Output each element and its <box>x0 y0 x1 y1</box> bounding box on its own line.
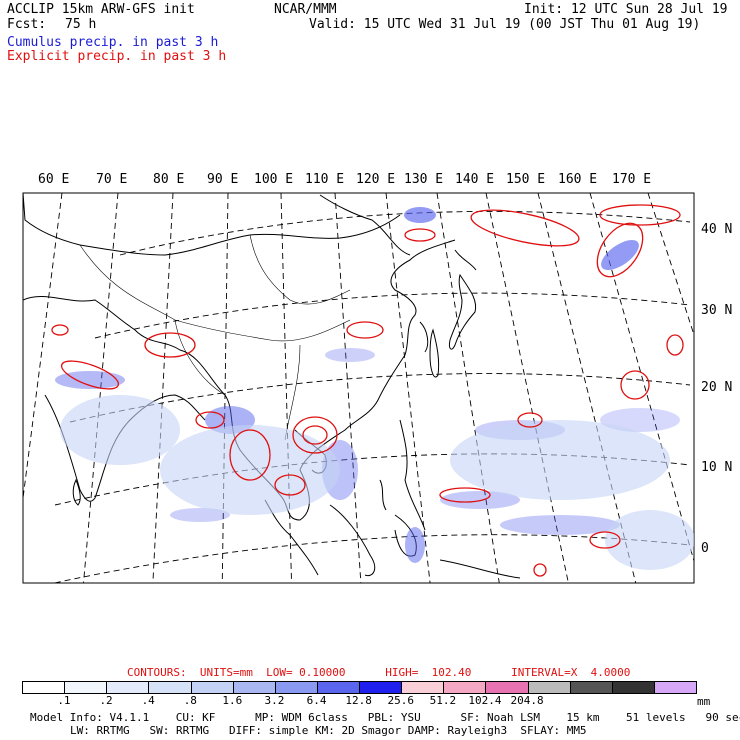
colorbar-swatch <box>274 681 318 694</box>
lon-label: 150 E <box>506 172 546 187</box>
colorbar-swatch <box>232 681 276 694</box>
colorbar-label: 25.6 <box>387 694 415 707</box>
colorbar-label: .2 <box>99 694 113 707</box>
colorbar-swatch <box>401 681 445 694</box>
colorbar-swatch <box>569 681 613 694</box>
contours-info: CONTOURS: UNITS=mm LOW= 0.10000 HIGH= 10… <box>127 666 631 679</box>
colorbar-label: .1 <box>57 694 71 707</box>
colorbar-swatch <box>443 681 487 694</box>
legend-cumulus: Cumulus precip. in past 3 h <box>7 35 219 50</box>
lon-label: 90 E <box>207 172 239 187</box>
map-frame <box>22 192 695 584</box>
lat-label: 0 <box>701 541 709 556</box>
lon-label: 160 E <box>558 172 598 187</box>
lon-label: 80 E <box>153 172 185 187</box>
colorbar-swatch <box>485 681 529 694</box>
colorbar-label: .4 <box>141 694 155 707</box>
country-borders <box>79 234 351 441</box>
colorbar-swatch <box>190 681 234 694</box>
coastlines <box>23 193 521 579</box>
colorbar-swatch <box>316 681 360 694</box>
colorbar-label: .8 <box>183 694 197 707</box>
model-info-line1: Model Info: V4.1.1 CU: KF MP: WDM 6class… <box>30 711 740 724</box>
init-time: Init: 12 UTC Sun 28 Jul 19 <box>524 2 728 17</box>
lon-label: 110 E <box>305 172 345 187</box>
lon-label: 170 E <box>612 172 652 187</box>
model-info-line2: LW: RRTMG SW: RRTMG DIFF: simple KM: 2D … <box>70 724 587 737</box>
light-precip <box>60 395 694 570</box>
colorbar-swatch <box>359 681 403 694</box>
lon-label: 70 E <box>96 172 128 187</box>
lat-label: 30 N <box>701 303 733 318</box>
valid-time: Valid: 15 UTC Wed 31 Jul 19 (00 JST Thu … <box>309 17 701 32</box>
lon-label: 120 E <box>356 172 396 187</box>
colorbar-label: 204.8 <box>510 694 544 707</box>
colorbar-label: 12.8 <box>345 694 372 707</box>
explicit-precip <box>51 204 684 577</box>
lat-label: 10 N <box>701 460 733 475</box>
colorbar-label: 6.4 <box>306 694 327 707</box>
lat-label: 20 N <box>701 380 733 395</box>
lon-label: 130 E <box>404 172 444 187</box>
colorbar-label: 1.6 <box>222 694 243 707</box>
colorbar-unit: mm <box>697 695 711 708</box>
colorbar-label: 51.2 <box>429 694 457 707</box>
colorbar-label: 3.2 <box>264 694 285 707</box>
lon-label: 140 E <box>455 172 495 187</box>
colorbar-swatch <box>527 681 571 694</box>
lat-label: 40 N <box>701 222 733 237</box>
title-left: ACCLIP 15km ARW-GFS init <box>7 2 195 17</box>
colorbar-swatch <box>148 681 192 694</box>
colorbar-label: 102.4 <box>468 694 502 707</box>
colorbar-swatch <box>22 681 66 694</box>
colorbar-swatch <box>106 681 150 694</box>
fcst-value: 75 h <box>65 17 97 32</box>
title-center: NCAR/MMM <box>274 2 337 17</box>
lon-label: 100 E <box>254 172 294 187</box>
lon-label: 60 E <box>38 172 70 187</box>
colorbar-swatch <box>611 681 655 694</box>
legend-explicit: Explicit precip. in past 3 h <box>7 49 227 64</box>
fcst-label: Fcst: <box>7 17 47 32</box>
colorbar-swatch <box>653 681 697 694</box>
colorbar-swatch <box>64 681 108 694</box>
